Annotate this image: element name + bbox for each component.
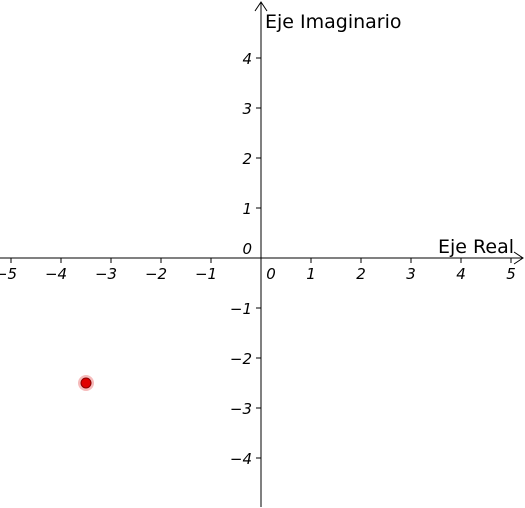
y-tick-label: −3 xyxy=(230,400,252,418)
point-marker[interactable] xyxy=(80,377,92,389)
x-tick-label: 0 xyxy=(266,265,276,283)
y-axis-title: Eje Imaginario xyxy=(265,11,402,33)
x-tick-label: 2 xyxy=(356,265,366,283)
y-tick-label: 0 xyxy=(242,240,252,258)
y-tick-label: 2 xyxy=(242,150,252,168)
x-tick-label: −1 xyxy=(195,265,217,283)
complex-point[interactable] xyxy=(78,375,94,391)
x-axis-arrow xyxy=(513,251,524,265)
y-tick-label: 3 xyxy=(242,100,252,118)
x-tick-label: −3 xyxy=(95,265,117,283)
y-tick-label: 4 xyxy=(242,50,252,68)
x-tick-label: 1 xyxy=(306,265,316,283)
y-tick-label: −2 xyxy=(230,350,252,368)
y-axis-arrow xyxy=(254,1,268,12)
y-tick-label: −4 xyxy=(230,450,252,468)
x-tick-label: 3 xyxy=(406,265,416,283)
x-tick-label: 4 xyxy=(456,265,466,283)
x-axis-title: Eje Real xyxy=(438,236,514,258)
x-tick-label: −4 xyxy=(45,265,67,283)
x-tick-label: −2 xyxy=(145,265,167,283)
x-tick-label: −5 xyxy=(0,265,17,283)
y-tick-label: 1 xyxy=(242,200,252,218)
y-tick-label: −1 xyxy=(230,300,252,318)
x-tick-label: 5 xyxy=(506,265,516,283)
